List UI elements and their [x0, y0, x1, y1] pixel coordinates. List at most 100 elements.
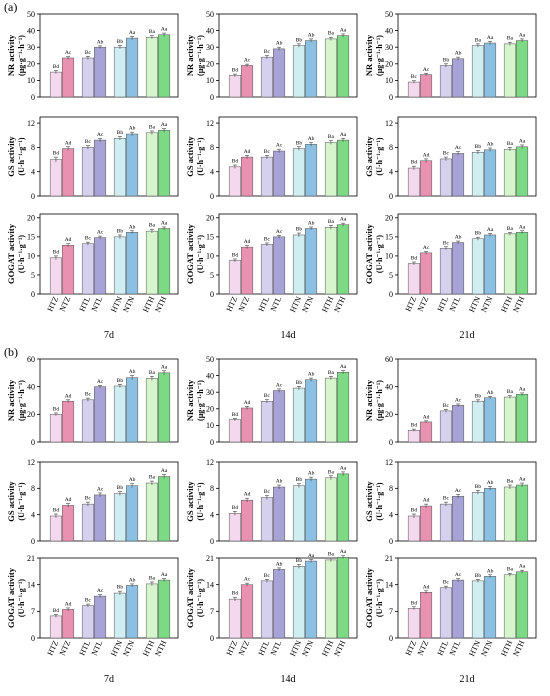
y-tick-label: 0	[210, 93, 214, 102]
bar-nth	[516, 40, 529, 98]
significance-label: Ac	[97, 588, 104, 594]
y-tick-label: 60	[27, 355, 35, 364]
significance-label: Aa	[519, 386, 526, 392]
significance-label: Aa	[161, 122, 168, 128]
significance-label: Aa	[519, 138, 526, 144]
bar-nth	[158, 130, 171, 197]
y-axis-unit: (μg·g⁻¹·h⁻¹)	[17, 35, 26, 76]
significance-label: Ab	[129, 577, 136, 583]
significance-label: Ab	[308, 471, 315, 477]
bar-htn	[292, 234, 305, 295]
bar-ntn	[484, 488, 497, 542]
significance-label: Aa	[129, 30, 136, 36]
bar-ntz	[420, 592, 433, 639]
bar-ntl	[94, 237, 107, 295]
y-tick-label: 5	[210, 271, 214, 280]
significance-label: Ac	[455, 572, 462, 578]
significance-label: Ab	[129, 224, 136, 230]
bar-htn	[471, 580, 484, 639]
y-tick-label: 0	[31, 192, 35, 201]
bar-htl	[81, 399, 94, 443]
y-tick-label: 50	[206, 10, 214, 19]
significance-label: Bd	[232, 252, 239, 258]
bar-ntz	[62, 148, 75, 197]
bar-htl	[439, 587, 452, 639]
bar-htn	[292, 45, 305, 98]
y-axis-unit: (μg·g⁻¹·h⁻¹)	[375, 35, 384, 76]
y-tick-label: 30	[385, 43, 393, 52]
significance-label: Ac	[423, 67, 430, 73]
bar-htz	[228, 75, 241, 98]
significance-label: Bd	[53, 508, 60, 514]
bar-ntz	[420, 252, 433, 295]
bar-htz	[49, 257, 62, 295]
bar-htz	[407, 515, 420, 542]
significance-label: Ba	[328, 552, 335, 558]
y-tick-label: 40	[27, 382, 35, 391]
significance-label: Ad	[423, 498, 430, 504]
significance-label: Ba	[507, 479, 514, 485]
bar-nth	[516, 571, 529, 639]
chart-a-gs-14d: 0 4 8 12 GS activity (U·h⁻¹·g⁻¹) Bd Ad Bc Ac Bb Ab B…	[185, 116, 358, 201]
y-tick-label: 15	[27, 233, 35, 242]
bar-htl	[439, 65, 452, 98]
y-tick-label: 4	[31, 167, 35, 176]
significance-label: Ac	[455, 488, 462, 494]
bar-ntn	[305, 560, 318, 639]
bar-hth	[324, 142, 337, 197]
significance-label: Bb	[296, 380, 303, 386]
x-tick-label: NTH	[332, 639, 347, 658]
significance-label: Bc	[85, 496, 92, 502]
significance-label: Ac	[455, 145, 462, 151]
significance-label: Ba	[475, 37, 482, 43]
significance-label: Ac	[423, 245, 430, 251]
y-axis-label: GOGAT activity	[185, 223, 195, 284]
chart-a-nr-7d: 0 10 20 30 40 50 NR activity (μg·g⁻¹·h⁻¹) Bd Ac Bc…	[6, 10, 179, 102]
bar-ntz	[241, 246, 254, 295]
significance-label: Bc	[443, 151, 450, 157]
plot-frame	[397, 557, 537, 639]
y-axis-label: NR activity	[185, 34, 195, 76]
significance-label: Ab	[487, 141, 494, 147]
bar-ntn	[305, 228, 318, 295]
y-tick-label: 20	[385, 214, 393, 223]
x-tick-label: NTL	[269, 639, 284, 657]
x-tick-label: NTH	[153, 295, 168, 314]
bar-nth	[337, 473, 350, 542]
significance-label: Ba	[507, 567, 514, 573]
day-label: 14d	[281, 674, 296, 685]
y-axis-label: GOGAT activity	[364, 567, 374, 628]
significance-label: Bd	[411, 600, 418, 606]
y-axis-label: NR activity	[364, 34, 374, 76]
plot-frame	[218, 461, 358, 542]
bar-hth	[145, 378, 158, 443]
significance-label: Aa	[340, 364, 347, 370]
significance-label: Ad	[423, 414, 430, 420]
significance-label: Aa	[161, 468, 168, 474]
significance-label: Ba	[149, 370, 156, 376]
significance-label: Bd	[232, 591, 239, 597]
bar-htl	[439, 158, 452, 197]
y-tick-label: 4	[389, 510, 393, 519]
significance-label: Bd	[232, 412, 239, 418]
significance-label: Aa	[340, 217, 347, 223]
bar-nth	[158, 579, 171, 639]
bar-htz	[49, 71, 62, 98]
bar-htn	[113, 138, 126, 197]
significance-label: Ba	[149, 223, 156, 229]
significance-label: Bd	[232, 68, 239, 74]
bar-ntz	[420, 74, 433, 98]
chart-b-nr-14d: 0 10 20 30 40 50 NR activity (μg·g⁻¹·h⁻¹) Bd Ad Bc…	[185, 355, 358, 447]
significance-label: Ab	[276, 479, 283, 485]
x-tick-label: NTZ	[58, 639, 73, 657]
chart-b-gs-21d: 0 4 8 12 GS activity (U·h⁻¹·g⁻¹) Bd Ad Bc Ac Bb Ab B…	[364, 458, 537, 546]
y-tick-label: 0	[389, 438, 393, 447]
x-tick-label: NTZ	[58, 295, 73, 313]
bar-hth	[503, 43, 516, 98]
y-tick-label: 30	[206, 43, 214, 52]
y-tick-label: 40	[206, 371, 214, 380]
y-tick-label: 40	[385, 382, 393, 391]
bar-htz	[49, 615, 62, 639]
